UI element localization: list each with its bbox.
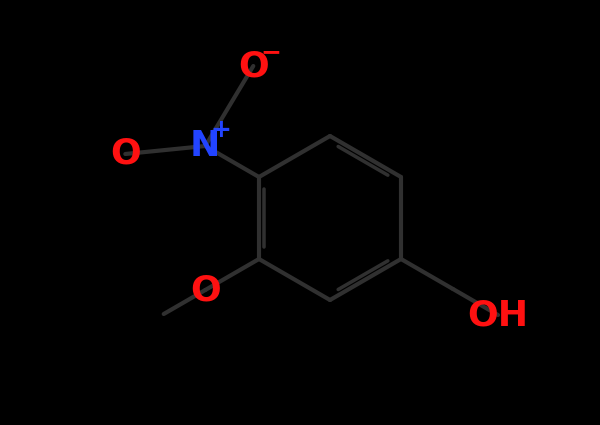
Text: O: O xyxy=(238,49,269,83)
Text: −: − xyxy=(261,40,282,64)
Text: OH: OH xyxy=(467,298,529,332)
Text: N: N xyxy=(190,129,220,163)
Text: O: O xyxy=(110,137,140,171)
Text: +: + xyxy=(211,118,232,142)
Text: O: O xyxy=(190,273,221,307)
